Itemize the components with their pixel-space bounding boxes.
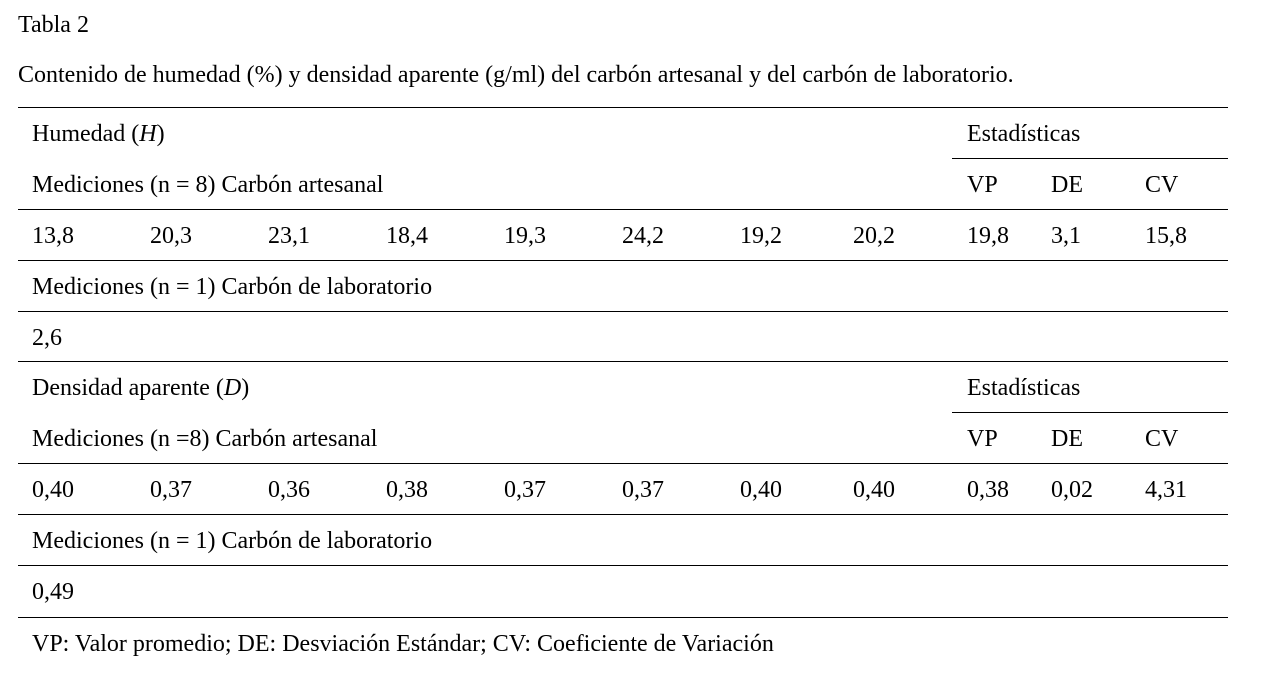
- rule: [18, 107, 1228, 108]
- measurement: 13,8: [32, 223, 74, 249]
- measurement: 19,2: [740, 223, 782, 249]
- lab-value: 2,6: [32, 325, 62, 351]
- section-heading: Humedad (H): [32, 120, 165, 148]
- heading-part: D: [223, 375, 242, 401]
- stat-value: 0,02: [1051, 477, 1093, 503]
- stat-header: VP: [967, 172, 998, 198]
- rule: [18, 514, 1228, 515]
- rule: [18, 260, 1228, 261]
- stat-header: CV: [1145, 172, 1179, 198]
- artisanal-label: Mediciones (n =8) Carbón artesanal: [32, 426, 378, 452]
- title: Tabla 2: [18, 12, 89, 38]
- measurement: 0,37: [150, 477, 192, 503]
- measurement: 0,37: [504, 477, 546, 503]
- footnote: VP: Valor promedio; DE: Desviación Están…: [32, 631, 774, 657]
- stats-label: Estadísticas: [967, 375, 1081, 401]
- lab-label: Mediciones (n = 1) Carbón de laboratorio: [32, 528, 433, 554]
- heading-part: ): [156, 121, 165, 147]
- stat-value: 4,31: [1145, 477, 1187, 503]
- rule: [952, 412, 1228, 413]
- rule: [18, 565, 1228, 566]
- measurement: 24,2: [622, 223, 664, 249]
- artisanal-label: Mediciones (n = 8) Carbón artesanal: [32, 172, 384, 198]
- measurement: 20,3: [150, 223, 192, 249]
- lab-label: Mediciones (n = 1) Carbón de laboratorio: [32, 274, 433, 300]
- measurement: 0,40: [32, 477, 74, 503]
- measurement: 0,38: [386, 477, 428, 503]
- rule: [952, 158, 1228, 159]
- rule: [18, 361, 1228, 362]
- rule: [18, 617, 1228, 618]
- stat-header: VP: [967, 426, 998, 452]
- heading-part: Humedad (: [32, 121, 140, 147]
- measurement: 0,40: [853, 477, 895, 503]
- stat-header: DE: [1051, 172, 1083, 198]
- rule: [18, 463, 1228, 464]
- heading-part: Densidad aparente (: [32, 375, 224, 401]
- measurement: 0,40: [740, 477, 782, 503]
- stat-value: 3,1: [1051, 223, 1081, 249]
- measurement: 18,4: [386, 223, 428, 249]
- stat-header: CV: [1145, 426, 1179, 452]
- stat-value: 0,38: [967, 477, 1009, 503]
- measurement: 20,2: [853, 223, 895, 249]
- caption: Contenido de humedad (%) y densidad apar…: [18, 62, 1014, 88]
- stat-value: 15,8: [1145, 223, 1187, 249]
- stat-header: DE: [1051, 426, 1083, 452]
- lab-value: 0,49: [32, 579, 74, 605]
- measurement: 0,36: [268, 477, 310, 503]
- stat-value: 19,8: [967, 223, 1009, 249]
- measurement: 0,37: [622, 477, 664, 503]
- measurement: 19,3: [504, 223, 546, 249]
- measurement: 23,1: [268, 223, 310, 249]
- rule: [18, 311, 1228, 312]
- rule: [18, 209, 1228, 210]
- heading-part: H: [139, 121, 157, 147]
- stats-label: Estadísticas: [967, 121, 1081, 147]
- section-heading: Densidad aparente (D): [32, 374, 249, 402]
- heading-part: ): [241, 375, 250, 401]
